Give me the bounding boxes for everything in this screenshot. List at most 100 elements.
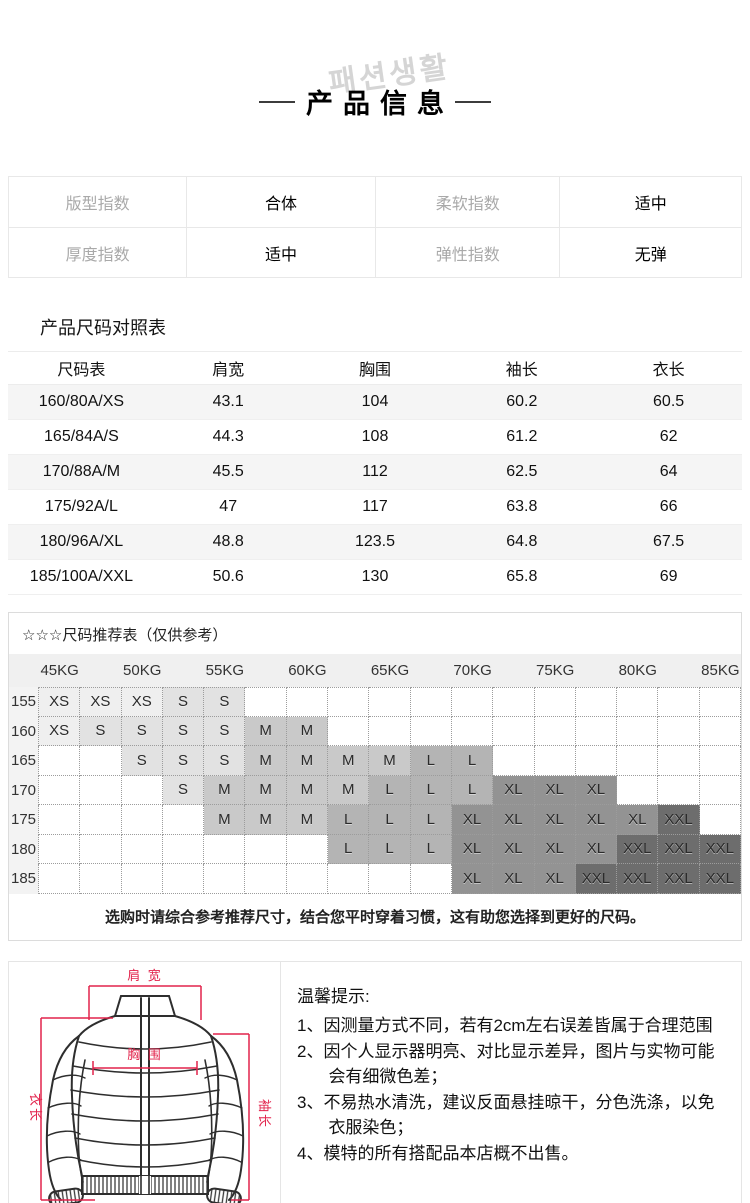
index-value: 适中 — [186, 228, 375, 277]
recommend-cell — [286, 864, 329, 894]
index-label: 版型指数 — [65, 196, 130, 213]
recommend-cell — [493, 716, 535, 746]
size-table-cell: 185/100A/XXL — [29, 568, 133, 585]
weight-label: 65KG — [370, 662, 410, 679]
recommend-cell: S — [121, 716, 163, 746]
recommend-cell — [699, 805, 741, 835]
title-block: 패션생활 产品信息 — [0, 0, 750, 130]
recommend-cell — [658, 775, 700, 805]
recommend-cell — [451, 687, 494, 717]
size-table-cell: 123.5 — [354, 533, 396, 550]
size-table-header-cell: 胸围 — [358, 362, 391, 379]
recommend-cell — [410, 716, 452, 746]
recommend-cell — [121, 864, 163, 894]
recommend-cell — [80, 746, 122, 776]
height-label: 185 — [9, 864, 39, 894]
recommend-cell: XL — [451, 864, 494, 894]
recommend-cell: L — [369, 834, 411, 864]
recommend-cell: XL — [534, 864, 576, 894]
recommend-cell — [328, 716, 370, 746]
size-table-heading: 产品尺码对照表 — [40, 318, 166, 338]
recommend-cell: S — [204, 746, 246, 776]
jacket-outline — [45, 994, 245, 1203]
recommend-cell: XL — [534, 775, 576, 805]
recommend-cell: M — [245, 746, 287, 776]
recommend-cell — [39, 834, 81, 864]
recommend-cell: L — [369, 805, 411, 835]
indices-row: 版型指数 合体 柔软指数 适中 — [9, 177, 741, 227]
measurement-section: 肩 宽 胸 围 衣长 袖长 温馨提示: 1、因测量方式不同，若有2cm左右误差皆… — [8, 960, 742, 1203]
recommend-cell — [39, 775, 81, 805]
recommend-cell: XL — [575, 805, 618, 835]
recommend-cell: XS — [39, 687, 81, 717]
recommend-row: 170 S M M M M L L L XL XL XL — [9, 775, 741, 805]
recommend-row: 160 XS S S S S M M — [9, 716, 741, 746]
recommend-cell: L — [328, 834, 370, 864]
recommend-cell — [575, 716, 618, 746]
recommend-cell — [410, 864, 452, 894]
recommend-cell: M — [286, 746, 329, 776]
recommend-cell — [80, 805, 122, 835]
recommend-cell: XXL — [699, 864, 741, 894]
size-table-cell: 165/84A/S — [44, 428, 119, 445]
recommend-cell — [204, 834, 246, 864]
recommend-cell — [328, 687, 370, 717]
recommend-cell — [121, 834, 163, 864]
recommend-cell — [245, 864, 287, 894]
recommend-cell: M — [328, 775, 370, 805]
page-title: 产品信息 — [306, 89, 454, 119]
index-value: 无弹 — [559, 228, 741, 277]
recommend-cell: L — [410, 746, 452, 776]
measurement-lines — [40, 984, 250, 1201]
weight-label: 85KG — [701, 662, 740, 679]
recommend-row: 185 XL XL XL XXL XXL XXL XXL — [9, 864, 741, 894]
recommend-row: 180 L L L XL XL XL XL XXL XXL XXL — [9, 834, 741, 864]
recommend-cell: M — [204, 775, 246, 805]
recommend-cell — [39, 805, 81, 835]
weight-label: 60KG — [288, 662, 327, 679]
size-recommend-box: ☆☆☆尺码推荐表（仅供参考） 45KG 50KG 55KG 60KG 65KG 70KG 7… — [8, 612, 742, 941]
recommend-cell: S — [162, 687, 205, 717]
size-table-cell: 67.5 — [653, 533, 685, 550]
recommend-cell — [617, 775, 659, 805]
weight-label: 45KG — [40, 662, 79, 679]
recommend-cell: S — [80, 716, 122, 746]
recommend-cell — [369, 687, 411, 717]
recommend-title: ☆☆☆尺码推荐表（仅供参考） — [22, 627, 228, 644]
recommend-cell — [617, 716, 659, 746]
recommend-cell: XL — [493, 805, 535, 835]
recommend-cell — [369, 716, 411, 746]
garment-length-label: 衣长 — [28, 1092, 43, 1122]
size-table-cell: 50.6 — [212, 568, 244, 585]
title-dash-left — [259, 100, 295, 103]
size-table-header-cell: 尺码表 — [57, 362, 106, 379]
recommend-cell — [699, 746, 741, 776]
recommend-cell: L — [410, 834, 452, 864]
size-table-cell: 170/88A/M — [42, 463, 121, 480]
title-row: 产品信息 — [0, 82, 750, 121]
recommend-cell — [162, 834, 205, 864]
size-table-cell: 112 — [362, 463, 388, 480]
recommend-cell — [328, 864, 370, 894]
recommend-cell — [121, 805, 163, 835]
recommend-cell: L — [451, 746, 494, 776]
recommend-cell: M — [369, 746, 411, 776]
height-label: 165 — [9, 746, 39, 776]
index-label: 弹性指数 — [374, 228, 559, 277]
recommend-cell — [699, 687, 741, 717]
recommend-cell — [80, 834, 122, 864]
size-table-header-cell: 肩宽 — [212, 362, 245, 379]
recommend-cell: L — [410, 805, 452, 835]
size-table-cell: 60.5 — [653, 393, 685, 410]
recommend-cell — [162, 864, 205, 894]
tips-pane: 温馨提示: 1、因测量方式不同，若有2cm左右误差皆属于合理范围 2、因个人显示器… — [281, 962, 741, 1203]
tips-list: 1、因测量方式不同，若有2cm左右误差皆属于合理范围 2、因个人显示器明亮、对比显… — [297, 1013, 725, 1166]
size-table-cell: 60.2 — [506, 393, 538, 410]
index-value: 合体 — [186, 177, 375, 227]
height-label: 160 — [9, 716, 39, 746]
weight-label: 80KG — [618, 662, 657, 679]
recommend-cell: XS — [39, 716, 81, 746]
recommend-cell: M — [245, 716, 287, 746]
weight-label: 50KG — [123, 662, 162, 679]
